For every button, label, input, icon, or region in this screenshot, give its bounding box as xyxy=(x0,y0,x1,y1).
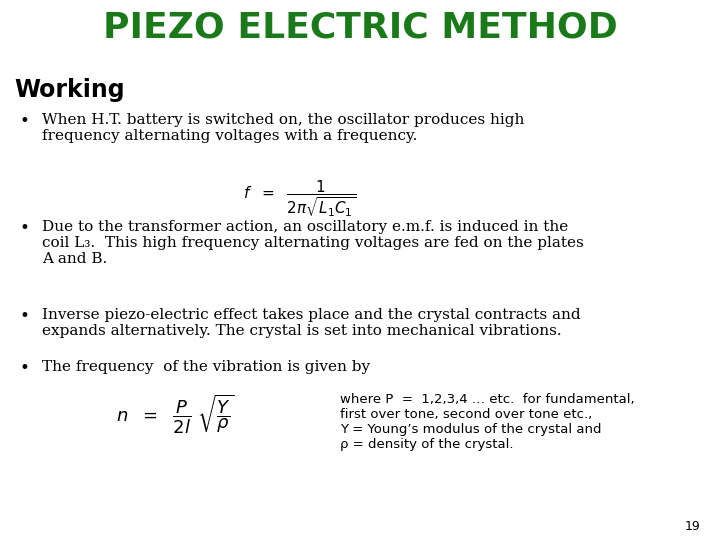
Text: 19: 19 xyxy=(684,520,700,533)
Text: Due to the transformer action, an oscillatory e.m.f. is induced in the
coil L₃. : Due to the transformer action, an oscill… xyxy=(42,220,584,266)
Text: $n \ \ = \ \ \dfrac{P}{2l} \ \sqrt{\dfrac{Y}{\rho}}$: $n \ \ = \ \ \dfrac{P}{2l} \ \sqrt{\dfra… xyxy=(115,393,235,436)
Text: •: • xyxy=(20,360,30,377)
Text: Inverse piezo-electric effect takes place and the crystal contracts and
expands : Inverse piezo-electric effect takes plac… xyxy=(42,308,580,338)
Text: $f \ \ = \ \ \dfrac{1}{2\pi\sqrt{L_1 C_1}}$: $f \ \ = \ \ \dfrac{1}{2\pi\sqrt{L_1 C_1… xyxy=(243,178,356,219)
Text: where P  =  1,2,3,4 … etc.  for fundamental,
first over tone, second over tone e: where P = 1,2,3,4 … etc. for fundamental… xyxy=(340,393,634,451)
Text: Working: Working xyxy=(14,78,125,102)
Text: PIEZO ELECTRIC METHOD: PIEZO ELECTRIC METHOD xyxy=(103,10,617,44)
Text: •: • xyxy=(20,308,30,325)
Text: •: • xyxy=(20,113,30,130)
Text: When H.T. battery is switched on, the oscillator produces high
frequency alterna: When H.T. battery is switched on, the os… xyxy=(42,113,524,143)
Text: •: • xyxy=(20,220,30,237)
Text: The frequency  of the vibration is given by: The frequency of the vibration is given … xyxy=(42,360,370,374)
